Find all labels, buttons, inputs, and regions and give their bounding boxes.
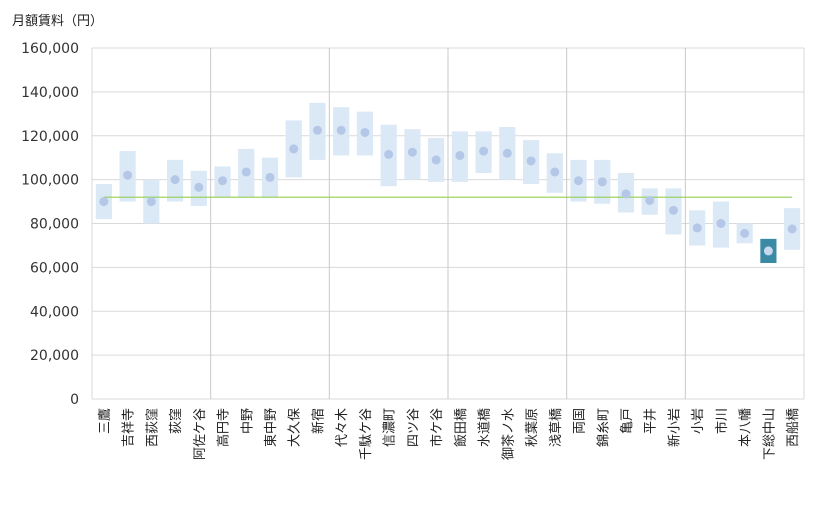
y-tick-label: 100,000 [21,173,79,189]
x-tick-label: 本八幡 [739,408,754,447]
y-tick-label: 160,000 [21,41,79,57]
x-tick-label: 飯田橋 [454,408,469,447]
x-tick-label: 三鷹 [98,408,113,434]
average-dot [312,125,322,135]
x-tick-label: 荻窪 [168,408,184,434]
y-tick-labels: 0 20,000 40,000 60,000 80,000 100,000 120,000 1… [21,41,79,408]
average-dot [431,155,441,165]
y-axis-label: 月額賃料（円） [12,14,103,29]
x-tick-label: 下総中山 [762,408,777,460]
x-tick-label: 市川 [714,408,730,434]
average-dot [455,150,465,160]
x-tick-label: 代々木 [335,408,350,447]
average-dot [692,223,702,233]
average-dot [526,156,536,166]
y-tick-label: 40,000 [30,304,79,320]
x-tick-label: 四ツ谷 [406,408,421,447]
average-dot [241,167,251,177]
x-tick-label: 水道橋 [478,408,493,447]
average-dot [668,205,678,215]
average-dot [265,172,275,182]
x-tick-label: 中野 [240,408,255,434]
x-tick-label: 阿佐ケ谷 [193,408,208,460]
average-dot [787,224,797,234]
average-dot [502,148,512,158]
y-tick-label: 120,000 [21,129,79,145]
average-dot [289,144,299,154]
average-dot [384,149,394,159]
average-dot [336,125,346,135]
average-dot [574,176,584,186]
x-tick-label: 平井 [644,408,659,434]
average-dot [645,195,655,205]
average-dot [170,175,180,185]
x-tick-label: 秋葉原 [525,408,540,447]
x-tick-labels: 三鷹 吉祥寺 西荻窪 荻窪 阿佐ケ谷 高円寺 中野 東中野 大久保 新宿 代々木 千駄ケ谷 信濃町 四ツ谷… [98,408,801,460]
x-tick-label: 高円寺 [216,408,232,447]
average-dot [360,127,370,137]
x-tick-label: 錦糸町 [595,408,611,447]
average-dot [763,246,773,256]
x-tick-label: 新小岩 [666,408,682,447]
x-tick-label: 東中野 [263,408,279,447]
average-dot [99,197,109,207]
x-tick-label: 吉祥寺 [122,408,137,447]
x-tick-label: 千駄ケ谷 [359,408,374,460]
y-tick-label: 60,000 [30,260,79,276]
x-tick-label: 新宿 [310,408,326,434]
x-tick-label: 亀戸 [620,408,635,434]
x-tick-label: 御茶ノ水 [500,408,516,460]
average-dot [716,219,726,228]
x-tick-label: 浅草橋 [549,408,564,447]
y-tick-label: 0 [70,392,79,408]
x-tick-label: 小岩 [691,408,706,434]
y-tick-label: 140,000 [21,85,79,101]
x-tick-label: 両国 [573,408,588,434]
group-dividers [210,48,686,399]
x-tick-label: 西船橋 [786,408,801,447]
average-dot [621,189,631,199]
x-tick-label: 大久保 [288,408,303,447]
x-tick-label: 西荻窪 [144,408,160,447]
average-dot [550,167,560,177]
average-dot [146,197,156,207]
average-dot [407,147,417,157]
average-dot [194,182,204,192]
average-dot [218,176,228,186]
average-dots [99,125,797,256]
x-tick-label: 市ケ谷 [429,408,445,447]
y-tick-label: 80,000 [30,217,79,233]
average-dot [123,170,133,180]
average-dot [597,177,607,187]
average-dot [740,228,750,238]
average-dot [479,146,489,156]
y-tick-label: 20,000 [30,348,79,364]
x-tick-label: 信濃町 [383,408,398,447]
